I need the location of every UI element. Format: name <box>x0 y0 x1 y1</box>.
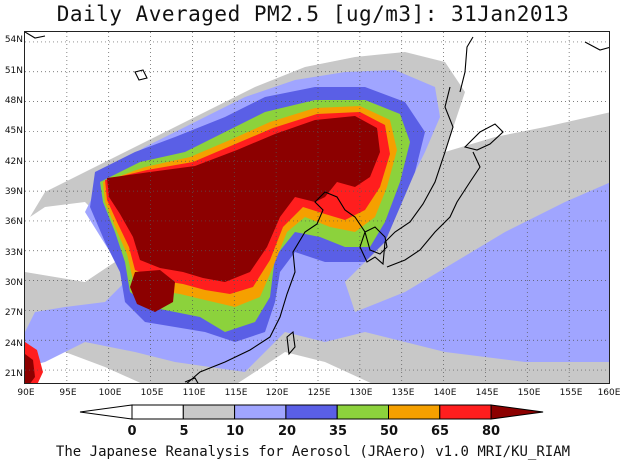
colorbar-cell <box>182 404 236 420</box>
coastline-taiwan <box>286 330 296 356</box>
colorbar-label: 20 <box>277 424 297 439</box>
colorbar-cell <box>439 404 492 420</box>
lon-tick-label: 160E <box>597 388 621 398</box>
coastlines <box>25 32 609 383</box>
map-gridlines <box>25 32 609 383</box>
lat-tick-label: 33N <box>4 248 23 258</box>
colorbar-cell <box>336 404 390 420</box>
coastline-japan-hokkaido <box>463 123 504 151</box>
colorbar-label: 35 <box>328 424 348 439</box>
pm25-map <box>24 31 610 384</box>
colorbar-label: 50 <box>379 424 399 439</box>
colorbar-cell <box>131 404 184 420</box>
coastline-north-border <box>25 32 46 39</box>
colorbar-label: 5 <box>179 424 189 439</box>
colorbar-cell <box>388 404 441 420</box>
data-source-credit: The Japanese Reanalysis for Aerosol (JRA… <box>55 444 571 460</box>
coastline-kamchatka <box>584 41 609 51</box>
colorbar-cell <box>285 404 338 420</box>
colorbar-label: 65 <box>430 424 450 439</box>
lat-tick-label: 51N <box>4 66 23 76</box>
lat-tick-label: 39N <box>4 187 23 197</box>
lon-tick-label: 140E <box>433 388 457 398</box>
lon-tick-label: 90E <box>17 388 35 398</box>
lat-tick-label: 27N <box>4 308 23 318</box>
lon-tick-label: 155E <box>559 388 583 398</box>
lon-tick-label: 150E <box>517 388 541 398</box>
lon-tick-label: 100E <box>98 388 122 398</box>
map-title: Daily Averaged PM2.5 [ug/m3]: 31Jan2013 <box>56 2 570 26</box>
lat-tick-label: 54N <box>4 35 23 45</box>
lat-tick-label: 42N <box>4 157 23 167</box>
colorbar-label: 10 <box>225 424 245 439</box>
lat-tick-label: 36N <box>4 217 23 227</box>
lat-tick-label: 48N <box>4 96 23 106</box>
lon-tick-label: 120E <box>265 388 289 398</box>
coastline-japan-honshu <box>386 151 481 268</box>
lat-tick-label: 45N <box>4 126 23 136</box>
lon-tick-label: 130E <box>349 388 373 398</box>
coastline-lake-baikal <box>134 69 148 81</box>
lon-tick-label: 145E <box>475 388 499 398</box>
colorbar-arrow-low <box>79 404 133 420</box>
pm25-field <box>25 52 609 383</box>
lon-tick-label: 125E <box>307 388 331 398</box>
colorbar-label: 0 <box>127 424 137 439</box>
lon-tick-label: 115E <box>224 388 248 398</box>
pm25-map-canvas <box>25 32 609 383</box>
lat-tick-label: 24N <box>4 339 23 349</box>
lon-tick-label: 105E <box>140 388 164 398</box>
colorbar <box>79 404 544 420</box>
colorbar-cell <box>234 404 287 420</box>
coastline-china-east <box>186 86 454 383</box>
colorbar-arrow-high <box>490 404 544 420</box>
coastline-sakhalin <box>459 36 474 93</box>
lat-tick-label: 21N <box>4 369 23 379</box>
lon-tick-label: 95E <box>59 388 77 398</box>
lon-tick-label: 135E <box>391 388 415 398</box>
lon-tick-label: 110E <box>182 388 206 398</box>
coastline-hainan <box>184 377 199 383</box>
lat-tick-label: 30N <box>4 278 23 288</box>
colorbar-cells <box>79 404 544 420</box>
colorbar-label: 80 <box>481 424 501 439</box>
pm25-zone-above-80 <box>107 116 380 282</box>
coastline-korea <box>364 226 388 255</box>
pm25-zone-hotspot-southwest-core <box>25 354 35 383</box>
